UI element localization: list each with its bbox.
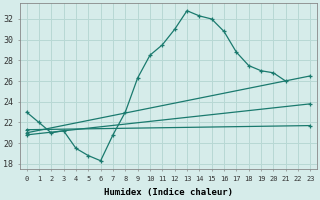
X-axis label: Humidex (Indice chaleur): Humidex (Indice chaleur) — [104, 188, 233, 197]
